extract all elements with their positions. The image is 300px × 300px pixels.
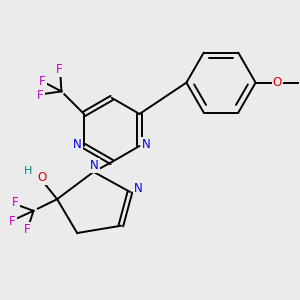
Text: O: O <box>37 171 46 184</box>
Text: F: F <box>12 196 19 209</box>
Text: F: F <box>56 63 63 76</box>
Text: F: F <box>24 223 30 236</box>
Text: N: N <box>73 138 82 151</box>
Text: F: F <box>37 89 44 102</box>
Text: F: F <box>9 214 16 227</box>
Text: O: O <box>273 76 282 89</box>
Text: N: N <box>134 182 142 196</box>
Text: N: N <box>142 138 150 151</box>
Text: F: F <box>39 75 46 88</box>
Text: H: H <box>24 166 32 176</box>
Text: N: N <box>90 159 99 172</box>
